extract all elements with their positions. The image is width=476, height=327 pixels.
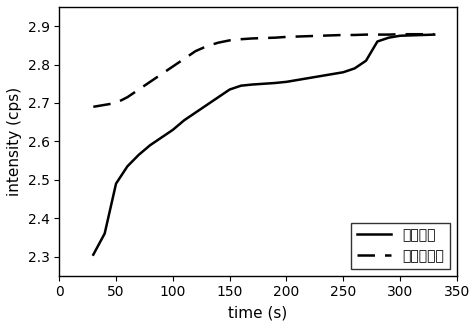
本发明方法 [147, 80, 153, 84]
本发明方法 [249, 37, 255, 41]
传统方法 [317, 74, 323, 78]
传统方法 [169, 128, 175, 132]
传统方法 [283, 80, 289, 84]
本发明方法 [317, 34, 323, 38]
本发明方法 [362, 33, 368, 37]
本发明方法 [397, 32, 402, 36]
传统方法 [192, 111, 198, 114]
传统方法 [397, 34, 402, 38]
X-axis label: time (s): time (s) [228, 305, 287, 320]
本发明方法 [215, 41, 221, 44]
本发明方法 [238, 37, 243, 41]
传统方法 [147, 143, 153, 147]
传统方法 [249, 82, 255, 86]
传统方法 [385, 36, 391, 40]
传统方法 [272, 81, 278, 85]
Legend: 传统方法, 本发明方法: 传统方法, 本发明方法 [350, 223, 449, 269]
本发明方法 [385, 33, 391, 37]
传统方法 [238, 84, 243, 88]
本发明方法 [169, 64, 175, 68]
本发明方法 [340, 33, 346, 37]
传统方法 [204, 103, 209, 107]
传统方法 [215, 95, 221, 99]
传统方法 [159, 136, 164, 140]
本发明方法 [113, 101, 119, 105]
本发明方法 [90, 105, 96, 109]
本发明方法 [159, 72, 164, 76]
本发明方法 [260, 36, 266, 40]
Line: 本发明方法: 本发明方法 [93, 34, 433, 107]
本发明方法 [351, 33, 357, 37]
本发明方法 [408, 32, 414, 36]
本发明方法 [272, 36, 278, 40]
传统方法 [351, 66, 357, 70]
传统方法 [374, 40, 379, 43]
传统方法 [124, 164, 130, 168]
本发明方法 [226, 38, 232, 42]
本发明方法 [181, 57, 187, 61]
Y-axis label: intensity (cps): intensity (cps) [7, 87, 22, 196]
传统方法 [113, 181, 119, 185]
传统方法 [430, 33, 436, 37]
本发明方法 [306, 34, 311, 38]
本发明方法 [328, 33, 334, 37]
本发明方法 [124, 95, 130, 99]
本发明方法 [374, 33, 379, 37]
本发明方法 [294, 35, 300, 39]
传统方法 [181, 118, 187, 122]
传统方法 [419, 33, 425, 37]
本发明方法 [430, 32, 436, 36]
本发明方法 [101, 103, 107, 107]
传统方法 [306, 76, 311, 80]
传统方法 [90, 253, 96, 257]
本发明方法 [419, 32, 425, 36]
传统方法 [340, 70, 346, 74]
传统方法 [328, 72, 334, 76]
本发明方法 [204, 44, 209, 48]
本发明方法 [136, 88, 141, 92]
传统方法 [294, 78, 300, 82]
传统方法 [260, 82, 266, 86]
传统方法 [408, 33, 414, 37]
传统方法 [101, 232, 107, 235]
本发明方法 [192, 49, 198, 53]
Line: 传统方法: 传统方法 [93, 35, 433, 255]
本发明方法 [283, 35, 289, 39]
传统方法 [136, 153, 141, 157]
传统方法 [226, 88, 232, 92]
传统方法 [362, 59, 368, 63]
